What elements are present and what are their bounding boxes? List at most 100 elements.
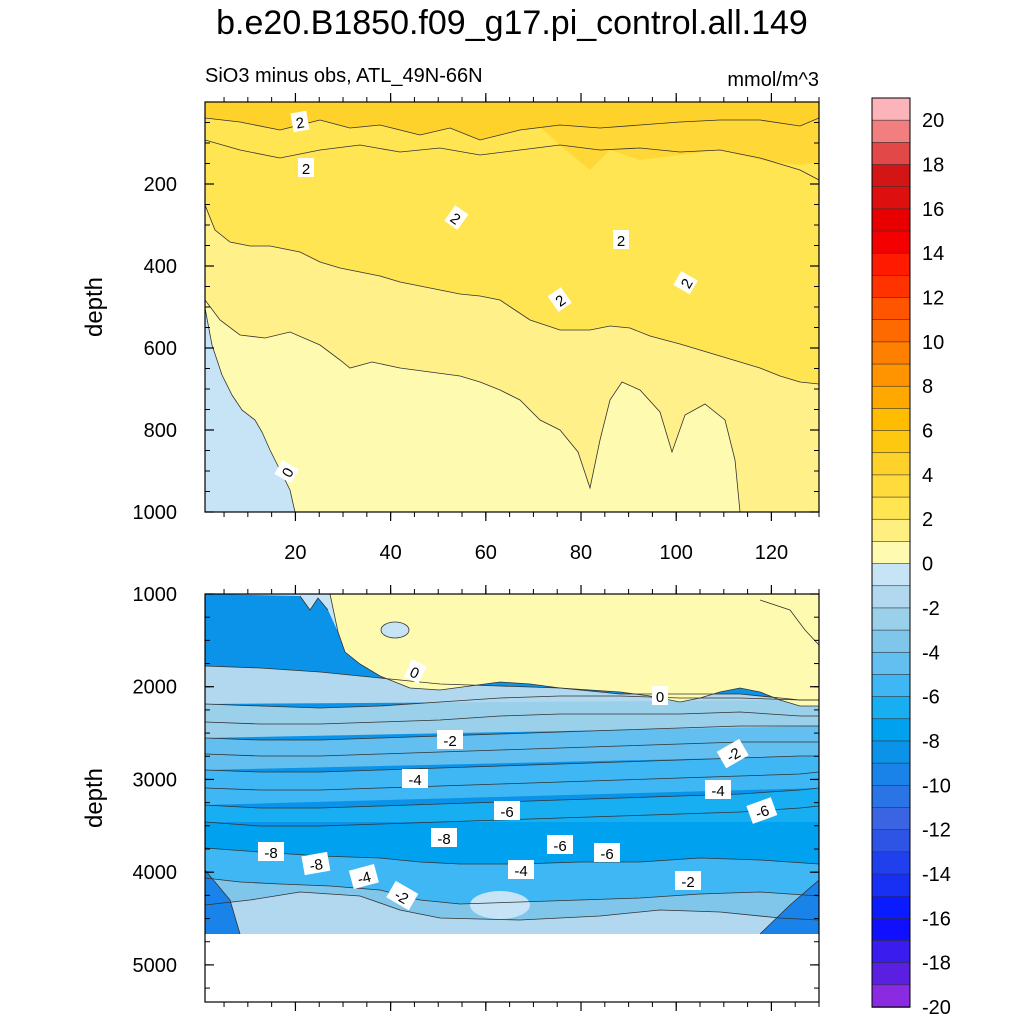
contour-label: -6 [494, 801, 520, 821]
contour-label: -8 [258, 842, 284, 862]
lower-band-m2 [205, 892, 819, 934]
y-axis-label: depth [81, 768, 108, 828]
colorbar-label: 16 [922, 199, 944, 221]
colorbar-swatch [871, 762, 911, 787]
colorbar-swatch [871, 97, 911, 121]
lower-corner-right [760, 880, 819, 934]
x-tick-label: 20 [284, 542, 306, 564]
upper-band-lt2 [205, 300, 740, 512]
colorbar-label: 2 [922, 509, 933, 531]
colorbar-swatch [871, 629, 911, 654]
contour-label: -8 [301, 851, 331, 876]
colorbar-label: -14 [922, 864, 951, 886]
upper-band-top [205, 102, 819, 140]
lower-band-pos [330, 594, 819, 706]
lower-band-m2b [205, 696, 819, 738]
colorbar-swatch [871, 119, 911, 144]
lower-panel-frame [204, 593, 820, 1003]
contour-label-text: 2 [617, 233, 625, 250]
contour-label-box [594, 843, 620, 862]
subtitle-left: SiO3 minus obs, ATL_49N-66N [205, 65, 483, 87]
contour-label-box [258, 842, 284, 861]
contour-label: 2 [298, 158, 314, 178]
contour-label-box [274, 460, 299, 484]
contour-label: -6 [746, 797, 778, 824]
colorbar-label: 18 [922, 155, 944, 177]
colorbar-swatch [871, 718, 911, 742]
y-tick-label: 2000 [133, 677, 178, 699]
colorbar-swatch [871, 297, 911, 321]
contour-label-text: -2 [681, 874, 694, 891]
contour-label-text: -8 [264, 845, 277, 862]
colorbar: 20181614121086420-2-4-6-8-10-12-14-16-18… [871, 97, 951, 1019]
y-tick-label: 1000 [133, 584, 178, 606]
contour-label-box [402, 769, 428, 788]
lower-light-patch [470, 891, 530, 919]
colorbar-swatch [871, 585, 911, 609]
contour-label: -8 [431, 828, 457, 848]
colorbar-label: -16 [922, 908, 951, 930]
contour-label: -6 [547, 835, 573, 855]
contour-label-text: -6 [600, 846, 613, 863]
colorbar-swatch [871, 807, 911, 831]
colorbar-label: -18 [922, 953, 951, 975]
colorbar-label: -4 [922, 642, 940, 664]
colorbar-swatch [871, 984, 911, 1008]
contour-label-text: -8 [308, 856, 324, 875]
colorbar-swatch [871, 408, 911, 432]
contour-label-box [301, 851, 331, 876]
y-tick-label: 800 [144, 420, 177, 442]
y-tick-label: 3000 [133, 769, 178, 791]
colorbar-swatch [871, 319, 911, 343]
colorbar-swatch [871, 940, 911, 964]
colorbar-swatch [871, 541, 911, 565]
contour-label-box [386, 880, 419, 911]
contour-label-box [508, 860, 534, 879]
chart-title: b.e20.B1850.f09_g17.pi_control.all.149 [216, 4, 808, 42]
colorbar-label: 6 [922, 421, 933, 443]
lower-island [380, 621, 410, 639]
colorbar-swatch [871, 740, 911, 764]
colorbar-swatch [871, 563, 911, 587]
contour-label-box [348, 863, 379, 890]
ticks-layer [205, 93, 820, 1011]
upper-band-top-2 [530, 118, 819, 170]
colorbar-swatch [871, 341, 911, 365]
colorbar-swatch [871, 518, 911, 543]
upper-band-neg [205, 308, 295, 512]
contour-label-text: 2 [302, 161, 310, 178]
x-tick-label: 100 [660, 542, 693, 564]
colorbar-swatch [871, 164, 911, 188]
y-tick-label: 600 [144, 338, 177, 360]
contour-label-box [652, 686, 668, 705]
y-tick-label: 200 [144, 174, 177, 196]
contour-label-text: -4 [711, 783, 724, 800]
contour-label-text: 2 [295, 114, 306, 132]
contour-label: -2 [386, 880, 419, 911]
contour-label-box [547, 835, 573, 854]
contour-label: 0 [403, 659, 427, 684]
y-tick-label: 5000 [133, 955, 178, 977]
colorbar-swatch [871, 696, 911, 720]
y-tick-label: 4000 [133, 862, 178, 884]
colorbar-swatch [871, 962, 911, 986]
contour-label: -6 [594, 843, 620, 863]
colorbar-label: 0 [922, 554, 933, 576]
contour-label-text: -2 [443, 733, 456, 750]
colorbar-swatch [871, 186, 911, 210]
contour-label: -4 [705, 780, 731, 800]
y-axis-label: depth [81, 277, 108, 337]
lower-corner-left [205, 870, 240, 934]
contour-label-text: -8 [437, 831, 450, 848]
colorbar-label: -10 [922, 775, 951, 797]
colorbar-swatch [871, 452, 911, 476]
contour-label: 2 [444, 205, 469, 230]
contour-label-box [494, 801, 520, 820]
colorbar-label: 4 [922, 465, 933, 487]
contour-label: -2 [716, 738, 749, 769]
colorbar-swatch [871, 363, 911, 388]
x-tick-label: 60 [475, 542, 497, 564]
contour-label-text: -4 [408, 772, 421, 789]
